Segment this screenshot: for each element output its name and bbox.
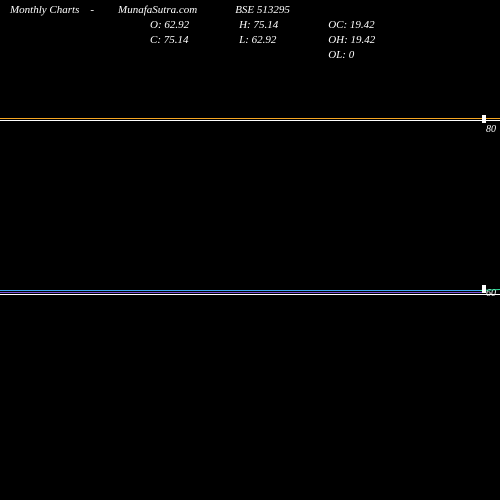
candle-marker — [482, 115, 486, 123]
upper-chart-panel: 80 — [0, 118, 500, 148]
ohlc-col-high-low: H: 75.14 L: 62.92 — [239, 18, 278, 63]
chart-line — [0, 292, 485, 293]
site-name: MunafaSutra.com — [118, 4, 197, 16]
oc-value: OC: 19.42 — [328, 18, 375, 33]
chart-line — [0, 294, 500, 295]
chart-line — [0, 120, 500, 121]
header-bar: Monthly Charts - MunafaSutra.com BSE 513… — [0, 0, 500, 18]
chart-line — [0, 118, 500, 119]
close-value: C: 75.14 — [150, 33, 189, 48]
upper-price-label: 80 — [486, 124, 496, 135]
low-value: L: 62.92 — [239, 33, 278, 48]
chart-line — [0, 290, 485, 291]
ohlc-col-open-close: O: 62.92 C: 75.14 — [150, 18, 189, 63]
open-value: O: 62.92 — [150, 18, 189, 33]
high-value: H: 75.14 — [239, 18, 278, 33]
chart-title: Monthly Charts - — [10, 4, 94, 16]
title-separator: - — [90, 4, 94, 16]
candle-marker — [482, 285, 486, 293]
ohlc-data-block: O: 62.92 C: 75.14 H: 75.14 L: 62.92 OC: … — [0, 18, 500, 63]
oh-value: OH: 19.42 — [328, 33, 375, 48]
lower-chart-panel: 60 — [0, 290, 500, 320]
ticker-symbol: BSE 513295 — [235, 4, 290, 16]
title-text: Monthly Charts — [10, 4, 79, 16]
ohlc-col-deltas: OC: 19.42 OH: 19.42 OL: 0 — [328, 18, 375, 63]
ol-value: OL: 0 — [328, 48, 375, 63]
